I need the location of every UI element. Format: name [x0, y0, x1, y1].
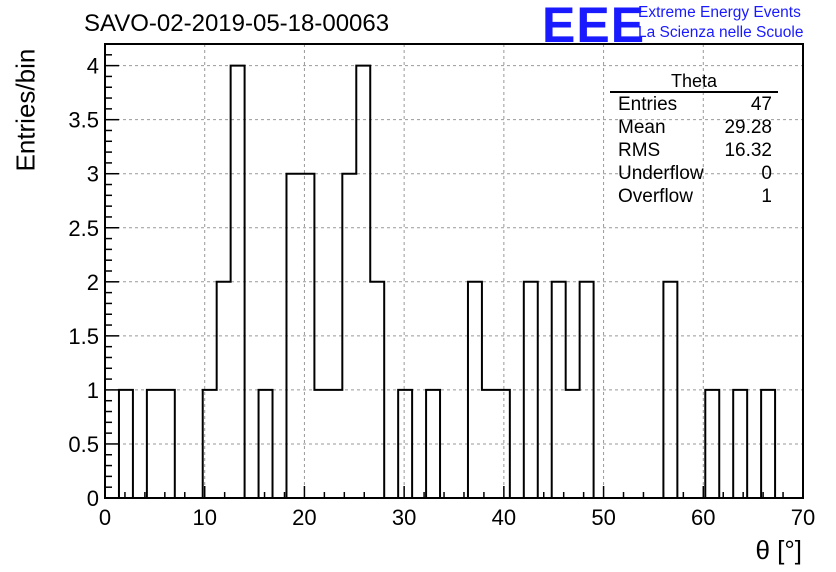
y-tick-label: 2 — [87, 270, 99, 295]
stats-label: Overflow — [618, 186, 693, 207]
chart-title: SAVO-02-2019-05-18-00063 — [84, 10, 390, 37]
stats-value: 29.28 — [724, 117, 772, 138]
x-tick-label: 50 — [591, 505, 615, 530]
x-tick-label: 10 — [192, 505, 216, 530]
y-tick-label: 0.5 — [68, 432, 99, 457]
eee-logo: EEE — [542, 0, 646, 53]
x-tick-label: 20 — [292, 505, 316, 530]
x-tick-label: 70 — [791, 505, 815, 530]
logo-line-1: Extreme Energy Events — [638, 4, 801, 21]
y-tick-label: 1.5 — [68, 324, 99, 349]
y-tick-label: 1 — [87, 378, 99, 403]
stats-row: RMS 16.32 — [610, 139, 778, 162]
stats-row: Underflow 0 — [610, 162, 778, 185]
y-tick-label: 2.5 — [68, 216, 99, 241]
stats-label: Mean — [618, 117, 666, 138]
y-axis-label: Entries/bin — [10, 48, 41, 172]
stats-label: Entries — [618, 94, 678, 115]
stats-value: 1 — [761, 186, 772, 207]
x-tick-label: 40 — [492, 505, 516, 530]
stats-title: Theta — [610, 71, 778, 93]
stats-row: Entries 47 — [610, 93, 778, 116]
y-tick-label: 0 — [87, 486, 99, 511]
y-tick-label: 4 — [87, 54, 99, 79]
y-tick-label: 3 — [87, 162, 99, 187]
stats-label: RMS — [618, 140, 661, 161]
logo-caption: Extreme Energy Events La Scienza nelle S… — [638, 3, 803, 43]
logo-line-2: La Scienza nelle Scuole — [638, 24, 804, 41]
stats-row: Overflow 1 — [610, 185, 778, 208]
stats-value: 16.32 — [724, 140, 772, 161]
stats-box: Theta Entries 47 Mean 29.28 RMS 16.32 Under… — [610, 71, 778, 208]
stats-value: 0 — [761, 163, 772, 184]
stats-row: Mean 29.28 — [610, 116, 778, 139]
x-tick-label: 60 — [691, 505, 715, 530]
x-axis-label: θ [°] — [755, 535, 802, 565]
x-tick-label: 0 — [99, 505, 111, 530]
stats-label: Underflow — [618, 163, 704, 184]
y-tick-label: 3.5 — [68, 108, 99, 133]
stats-value: 47 — [750, 94, 772, 115]
x-tick-label: 30 — [392, 505, 416, 530]
